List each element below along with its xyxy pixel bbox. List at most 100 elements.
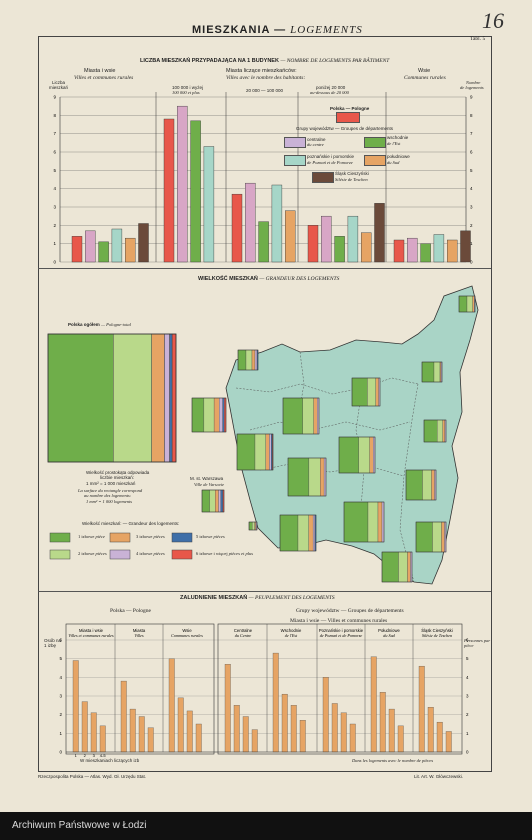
bar — [190, 120, 201, 263]
bar — [99, 725, 106, 753]
subgroup1-label-fr: 100 000 et plus — [172, 90, 200, 95]
size-4-label: 4 izbowe pièces — [136, 551, 165, 556]
y-tick-right: 4 — [470, 186, 473, 191]
bar — [245, 182, 256, 263]
bar — [224, 664, 231, 753]
subgroup2-label: 20 000 — 100 000 — [246, 88, 284, 93]
bar — [349, 723, 356, 753]
legend-south-fr: du Sud — [387, 160, 400, 165]
map-borders — [235, 351, 419, 583]
bar — [307, 225, 319, 263]
bar — [445, 731, 452, 753]
col1-label-pl: Miasta i wsie — [84, 68, 116, 74]
panel-title-pl: Wsie — [182, 628, 192, 633]
panel-title-fr: de Poznań et de Pomorze — [320, 633, 363, 638]
y-right-label-2: de logements — [460, 85, 484, 90]
y-tick-left: 2 — [53, 223, 56, 228]
plate-frame — [38, 36, 492, 772]
y-tick-right: 3 — [466, 694, 469, 699]
y-tick-left: 0 — [59, 750, 62, 755]
legend-poland-swatch — [336, 112, 360, 123]
y-tick-right: 0 — [470, 260, 473, 265]
region-square — [282, 397, 320, 435]
bar — [321, 215, 332, 263]
warsaw-label-fr: Ville de Varsovie — [194, 482, 225, 487]
section3-title: ZALUDNIENIE MIESZKAŃ — PEUPLEMENT DES LO… — [180, 595, 335, 601]
col1-label-fr: Villes et communes rurales — [74, 75, 134, 81]
section2-title-pl: WIELKOŚĆ MIESZKAŃ — [198, 276, 258, 282]
bar — [331, 703, 338, 753]
legend-teschen-pl: Śląsk Cieszyński — [335, 171, 369, 176]
panel-title-fr: Villes et communes rurales — [68, 633, 114, 638]
region-square — [458, 295, 476, 313]
legend-east-fr: de l'Est — [387, 141, 401, 146]
bar — [111, 228, 123, 263]
legend-swatch-teschen — [312, 172, 334, 183]
y-tick-right: 2 — [470, 223, 473, 228]
bar — [138, 223, 149, 263]
subgroup1-label: 100 000 i wyżej — [172, 85, 204, 90]
bar — [374, 203, 385, 263]
y-tick-right: 8 — [470, 113, 473, 118]
footer-left: Rzeczpospolita Polska — Atlas. Wyd. Gł. … — [38, 774, 147, 779]
size-2-label: 2 izbowe pièces — [78, 551, 107, 556]
panel-title-fr: Silésie de Teschen — [422, 633, 452, 638]
size-5-label: 5 izbowe pièces — [196, 534, 225, 539]
bar — [418, 665, 425, 753]
panel-title-pl: Centralne — [234, 628, 253, 633]
legend-poznan-fr: de Poznań et de Pomorze — [307, 160, 353, 165]
panel-title-pl: Wschodnie — [281, 628, 302, 633]
total-segment — [47, 333, 114, 463]
y-tick-left: 6 — [59, 638, 62, 643]
panel-title-pl: Południowe — [378, 628, 400, 633]
total-label: Polska ogółem — Pologne-total — [68, 322, 131, 327]
total-label-fr: — Pologne-total — [101, 322, 131, 327]
y-tick-right: 4 — [466, 675, 469, 680]
archive-label: Archiwum Państwowe w Łodzi — [12, 820, 147, 831]
note-1: Wielkość prostokąta odpowiada — [86, 470, 150, 475]
size-swatch — [109, 549, 131, 560]
title-pl: MIESZKANIA — [192, 24, 271, 36]
bar — [299, 720, 306, 753]
poland-map — [225, 285, 479, 585]
note-4: La surface du rectangle correspond — [78, 488, 143, 493]
panel-box-poland — [65, 623, 215, 755]
bar — [272, 652, 279, 753]
bar — [71, 236, 83, 263]
x-tick-label: 4-5 — [100, 753, 107, 758]
region-square — [287, 457, 327, 497]
note-6: 1 mm² = 1 000 logements — [86, 499, 133, 504]
panel-title-pl: Miasta i wsie — [79, 628, 104, 633]
x-note-pl: W mieszkaniach liczących izb — [80, 758, 140, 763]
bar — [242, 716, 249, 753]
bar — [427, 707, 434, 753]
legend-east-pl: wschodnie — [387, 135, 409, 140]
section1-title: LICZBA MIESZKAŃ PRZYPADAJĄCA NA 1 BUDYNE… — [140, 58, 389, 64]
x-tick-label: 1 — [75, 753, 78, 758]
bar — [147, 727, 154, 753]
bar — [186, 710, 193, 753]
region-square — [236, 433, 274, 471]
footer-right: Lit. Art. W. Główczewski. — [414, 774, 464, 779]
section2-title-fr: — GRANDEUR DES LOGEMENTS — [259, 276, 340, 282]
region-square — [201, 489, 225, 513]
y-tick-right: 9 — [470, 95, 473, 100]
region-square — [405, 469, 437, 501]
region-square — [423, 419, 447, 443]
groups-label: Grupy województw — Groupes de départemen… — [296, 608, 404, 614]
bar — [233, 705, 240, 753]
bar — [433, 234, 445, 263]
region-square — [351, 377, 381, 407]
legend-centre-fr: du centre — [307, 142, 324, 147]
bar — [271, 184, 283, 263]
region-square — [415, 521, 447, 553]
panel-title-pl: Miasta — [133, 628, 146, 633]
bar — [285, 210, 296, 263]
s3-y-left: Osób na 1 izbę — [44, 638, 62, 648]
size-6-label: 6 izbowe i więcej pièces et plus — [196, 551, 253, 556]
bar — [388, 708, 395, 753]
bar — [138, 716, 145, 753]
panel-box-groups — [217, 623, 463, 755]
y-tick-left: 6 — [53, 150, 56, 155]
region-square — [237, 349, 259, 371]
